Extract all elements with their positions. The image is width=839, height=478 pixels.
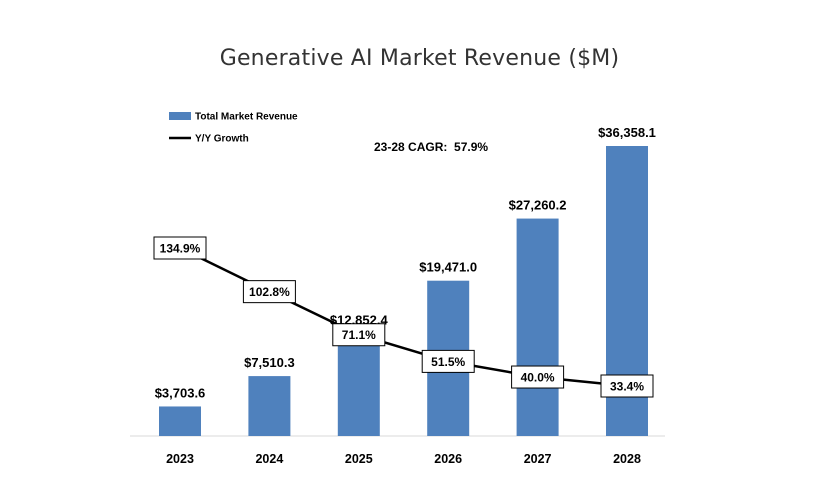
legend: Total Market Revenue Y/Y Growth	[169, 112, 298, 145]
x-tick-label-2027: 2027	[524, 452, 552, 466]
x-tick-label-2025: 2025	[345, 452, 373, 466]
bar-labels-group: $3,703.6$7,510.3$12,852.4$19,471.0$27,26…	[155, 125, 656, 400]
bar-value-label-2027: $27,260.2	[509, 198, 567, 213]
legend-swatch-revenue	[169, 112, 191, 120]
growth-label-2025: 71.1%	[342, 328, 376, 342]
growth-label-box-2027	[511, 365, 565, 389]
growth-label-box-2023	[153, 236, 207, 260]
bar-2024	[248, 376, 291, 436]
x-tick-labels-group: 2023 2024 2025 2026 2027 2028	[166, 452, 641, 466]
bar-value-label-2024: $7,510.3	[244, 355, 295, 370]
growth-label-2027: 40.0%	[521, 371, 555, 385]
bar-2025	[337, 333, 380, 436]
growth-label-2024: 102.8%	[249, 285, 290, 299]
bar-2023	[159, 406, 201, 436]
growth-label-2026: 51.5%	[431, 355, 465, 369]
x-tick-label-2024: 2024	[255, 452, 283, 466]
chart-title: Generative AI Market Revenue ($M)	[219, 46, 620, 71]
bar-2027	[516, 218, 559, 436]
growth-label-box-2028	[600, 374, 654, 398]
bar-value-label-2026: $19,471.0	[419, 260, 477, 275]
growth-label-2023: 134.9%	[160, 242, 201, 256]
growth-label-2028: 33.4%	[610, 380, 644, 394]
bars-group	[159, 146, 648, 436]
bar-value-label-2023: $3,703.6	[155, 385, 206, 400]
x-tick-label-2023: 2023	[166, 452, 194, 466]
x-tick-label-2026: 2026	[434, 452, 462, 466]
growth-line-group: 134.9% 102.8% 71.1% 51.5% 40.0% 33.4%	[153, 236, 654, 398]
cagr-annotation: 23-28 CAGR: 57.9%	[374, 140, 488, 154]
growth-label-box-2025	[332, 323, 386, 347]
legend-label-growth: Y/Y Growth	[195, 134, 249, 145]
legend-label-revenue: Total Market Revenue	[195, 112, 298, 123]
bar-value-label-2028: $36,358.1	[598, 125, 656, 140]
x-tick-label-2028: 2028	[613, 452, 641, 466]
growth-label-box-2026	[421, 349, 475, 373]
growth-label-box-2024	[242, 280, 296, 304]
